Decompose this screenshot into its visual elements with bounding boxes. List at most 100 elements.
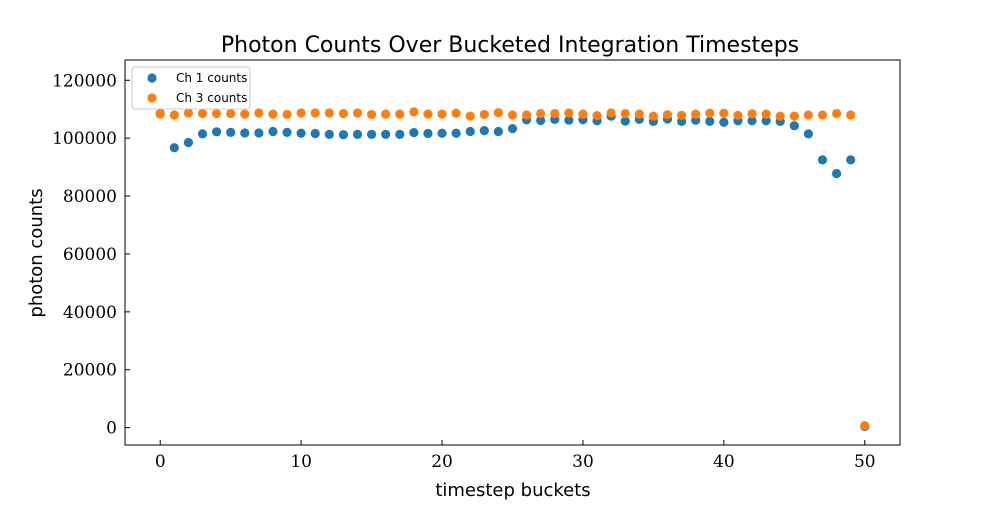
data-point	[226, 108, 236, 119]
y-tick-label: 100000	[52, 129, 117, 149]
data-point	[620, 108, 630, 119]
y-axis-label: photon counts	[26, 188, 47, 317]
data-point	[183, 137, 194, 148]
data-point	[578, 109, 588, 119]
x-axis-label: timestep buckets	[435, 480, 590, 500]
data-point	[451, 108, 461, 118]
data-point	[564, 108, 574, 118]
data-point	[240, 109, 250, 119]
data-point	[733, 110, 743, 120]
y-tick-label: 120000	[52, 71, 117, 91]
plot-frame	[124, 59, 901, 446]
data-point	[169, 110, 179, 120]
data-point	[465, 111, 475, 121]
data-point	[817, 110, 828, 120]
data-point	[268, 109, 278, 119]
y-tick-label: 0	[106, 419, 117, 439]
series-1	[155, 108, 870, 432]
data-point	[493, 108, 504, 118]
data-point	[395, 129, 405, 139]
data-point	[507, 110, 518, 120]
data-point	[169, 143, 179, 153]
data-point	[479, 126, 489, 136]
data-point	[747, 116, 757, 126]
data-point	[536, 115, 546, 126]
legend: Ch 1 counts Ch 3 counts	[131, 66, 251, 110]
data-point	[409, 107, 419, 117]
data-point	[211, 108, 222, 119]
data-point	[465, 126, 475, 137]
data-point	[197, 108, 208, 119]
x-tick-label: 0	[155, 452, 166, 472]
data-point	[240, 128, 250, 138]
data-point	[254, 108, 264, 118]
data-point	[789, 121, 799, 131]
data-point	[550, 108, 560, 119]
data-point	[437, 109, 447, 119]
x-tick-label: 10	[290, 452, 312, 472]
legend-box	[131, 66, 251, 110]
data-point	[197, 129, 208, 139]
data-point	[789, 111, 799, 121]
legend-label: Ch 1 counts	[176, 71, 247, 85]
y-tick-label: 80000	[63, 187, 117, 207]
x-tick-label: 50	[854, 452, 876, 472]
data-point	[719, 108, 729, 118]
data-point	[761, 109, 771, 119]
data-point	[381, 109, 391, 119]
data-point	[775, 111, 785, 121]
y-tick-label: 60000	[63, 245, 117, 265]
data-point	[381, 129, 391, 139]
data-point	[521, 110, 532, 120]
data-point	[846, 155, 856, 165]
data-point	[296, 108, 306, 118]
data-point	[761, 116, 771, 126]
data-point	[282, 109, 292, 120]
data-point	[803, 129, 814, 139]
legend-marker	[147, 93, 157, 103]
data-point	[352, 129, 363, 139]
data-point	[366, 129, 377, 139]
data-point	[423, 128, 433, 139]
data-point	[338, 130, 349, 140]
data-point	[507, 124, 518, 134]
data-point	[226, 127, 236, 137]
plot-area: 0 10 20 30 40 50 0 20000 40000 60000 80000 100000 12…	[52, 59, 901, 472]
data-point	[310, 128, 320, 139]
data-point	[705, 108, 715, 118]
data-point	[620, 116, 630, 126]
data-point	[564, 115, 574, 125]
data-point	[324, 129, 334, 139]
data-point	[155, 109, 165, 119]
data-point	[451, 128, 461, 138]
data-point	[747, 109, 757, 119]
data-point	[437, 128, 447, 138]
data-point	[352, 108, 363, 118]
data-point	[662, 110, 673, 120]
data-point	[803, 110, 814, 120]
data-point	[338, 108, 349, 119]
data-point	[536, 108, 546, 119]
data-point	[282, 127, 292, 137]
x-tick-label: 40	[713, 452, 735, 472]
data-point	[479, 109, 489, 120]
data-point	[211, 127, 222, 137]
legend-marker	[147, 73, 157, 83]
data-point	[705, 116, 715, 126]
data-point	[310, 108, 320, 118]
legend-label: Ch 3 counts	[176, 91, 247, 105]
data-point	[846, 110, 856, 120]
data-point	[648, 111, 659, 121]
data-point	[268, 126, 278, 137]
data-point	[606, 108, 616, 118]
data-point	[409, 128, 419, 138]
series-2	[155, 107, 870, 431]
data-point	[817, 155, 828, 165]
data-point	[366, 109, 377, 120]
data-point	[719, 117, 729, 127]
data-point	[324, 108, 334, 118]
data-point	[831, 108, 842, 119]
x-tick-label: 20	[431, 452, 453, 472]
